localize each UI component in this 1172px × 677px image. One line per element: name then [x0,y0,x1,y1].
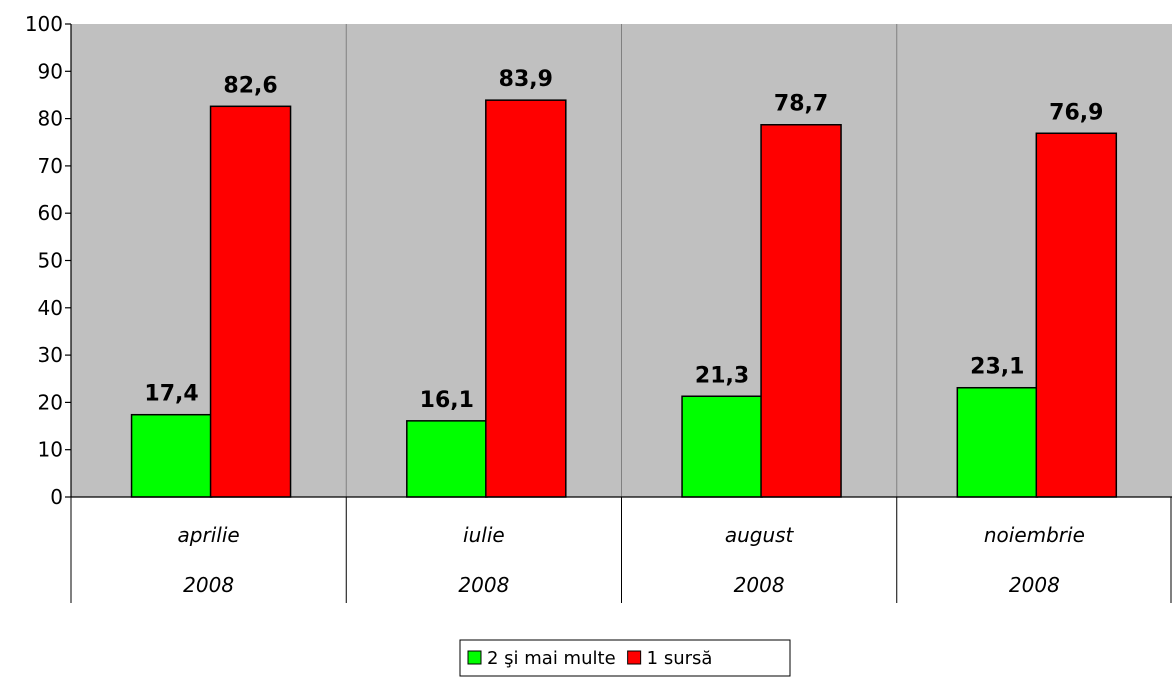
y-tick-label: 90 [38,59,63,83]
bar-series-1 [956,386,1039,498]
legend-box [459,639,791,677]
x-axis: aprilie 2008 iulie 2008 august 2008 noiembrie 2… [70,496,1172,603]
data-label: 23,1 [970,355,1024,380]
x-tick-label: 2008 [458,573,509,597]
x-tick-label: august [725,523,795,547]
y-tick-label: 100 [25,12,63,36]
y-tick-label: 0 [50,485,63,509]
y-tick-label: 30 [38,343,63,367]
y-tick-label: 20 [38,390,63,414]
x-tick-label: aprilie [178,523,240,547]
x-tick-label: 2008 [734,573,785,597]
data-labels: 17,4 16,1 21,3 23,1 82,6 83,9 78,7 76,9 [144,67,1103,413]
data-label: 82,6 [223,73,277,98]
bar-series-2 [209,105,292,498]
y-tick-label: 60 [38,201,63,225]
data-label: 83,9 [499,67,553,92]
data-label: 76,9 [1049,100,1103,125]
y-tick-label: 50 [38,249,63,273]
bar-series-1 [130,413,213,498]
bar-series-2 [485,99,567,498]
y-axis: 0 10 20 30 40 50 60 70 80 90 100 [25,12,72,509]
bars [130,99,1118,498]
legend-swatch [627,650,642,665]
data-label: 16,1 [420,388,474,413]
x-tick-label: 2008 [1009,573,1060,597]
category-dividers [345,24,898,497]
y-tick-label: 10 [38,438,63,462]
data-label: 21,3 [695,363,749,388]
legend-label: 2 şi mai multe [487,648,616,669]
data-label: 78,7 [774,92,828,117]
legend-swatch [467,650,482,665]
bar-series-1 [406,420,488,498]
y-tick-label: 80 [38,107,63,131]
x-tick-label: noiembrie [984,523,1085,547]
y-tick-label: 70 [38,154,63,178]
data-label: 17,4 [144,382,198,407]
legend: 2 şi mai multe 1 sursă [459,639,791,677]
x-tick-label: iulie [463,523,505,547]
legend-label: 1 sursă [647,648,713,669]
bar-series-2 [760,123,842,498]
bar-series-2 [1035,132,1118,498]
y-tick-label: 40 [38,296,63,320]
x-tick-label: 2008 [183,573,234,597]
bar-series-1 [681,395,763,498]
